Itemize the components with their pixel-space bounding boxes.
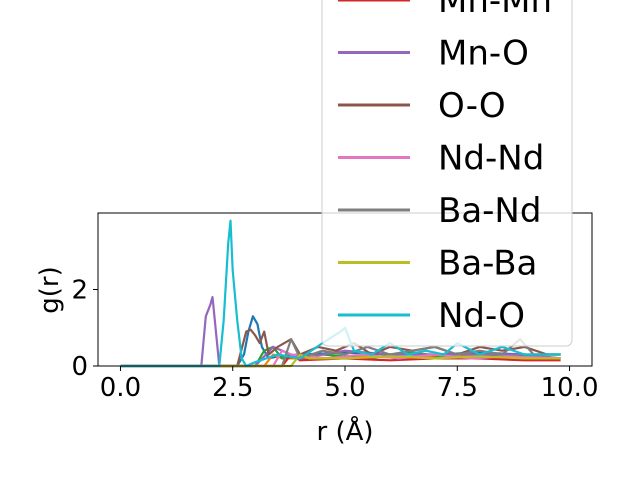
- x-tick-label: 0.0: [100, 373, 141, 403]
- x-tick-label: 10.0: [541, 373, 599, 403]
- y-tick-label: 2: [71, 276, 88, 306]
- legend-label-nd-o: Nd-O: [438, 296, 525, 336]
- y-axis-ticks: 02: [71, 276, 98, 382]
- x-axis-label: r (Å): [316, 415, 373, 447]
- x-tick-label: 5.0: [324, 373, 365, 403]
- x-tick-label: 7.5: [437, 373, 478, 403]
- legend-label-ba-nd: Ba-Nd: [438, 191, 541, 231]
- legend-items: Ba-OMn-BaMn-NdMn-MnMn-OO-ONd-NdBa-NdBa-B…: [338, 0, 552, 336]
- legend-label-nd-nd: Nd-Nd: [438, 139, 544, 179]
- series-line-ba-ba: [120, 353, 561, 368]
- series-line-mn-mn: [120, 353, 561, 368]
- legend-label-ba-ba: Ba-Ba: [438, 244, 537, 284]
- legend-label-o-o: O-O: [438, 86, 506, 126]
- series-line-o-o: [120, 328, 561, 368]
- legend-label-mn-o: Mn-O: [438, 34, 529, 74]
- legend: Ba-OMn-BaMn-NdMn-MnMn-OO-ONd-NdBa-NdBa-B…: [321, 0, 573, 347]
- x-tick-label: 2.5: [212, 373, 253, 403]
- y-tick-label: 0: [71, 352, 88, 382]
- x-axis-ticks: 0.0 2.5 5.0 7.5 10.0: [100, 366, 599, 403]
- legend-label-mn-mn: Mn-Mn: [438, 0, 552, 21]
- series-line-ba-nd: [120, 338, 561, 368]
- legend-box: [321, 0, 573, 347]
- y-axis-label: g(r): [35, 266, 65, 313]
